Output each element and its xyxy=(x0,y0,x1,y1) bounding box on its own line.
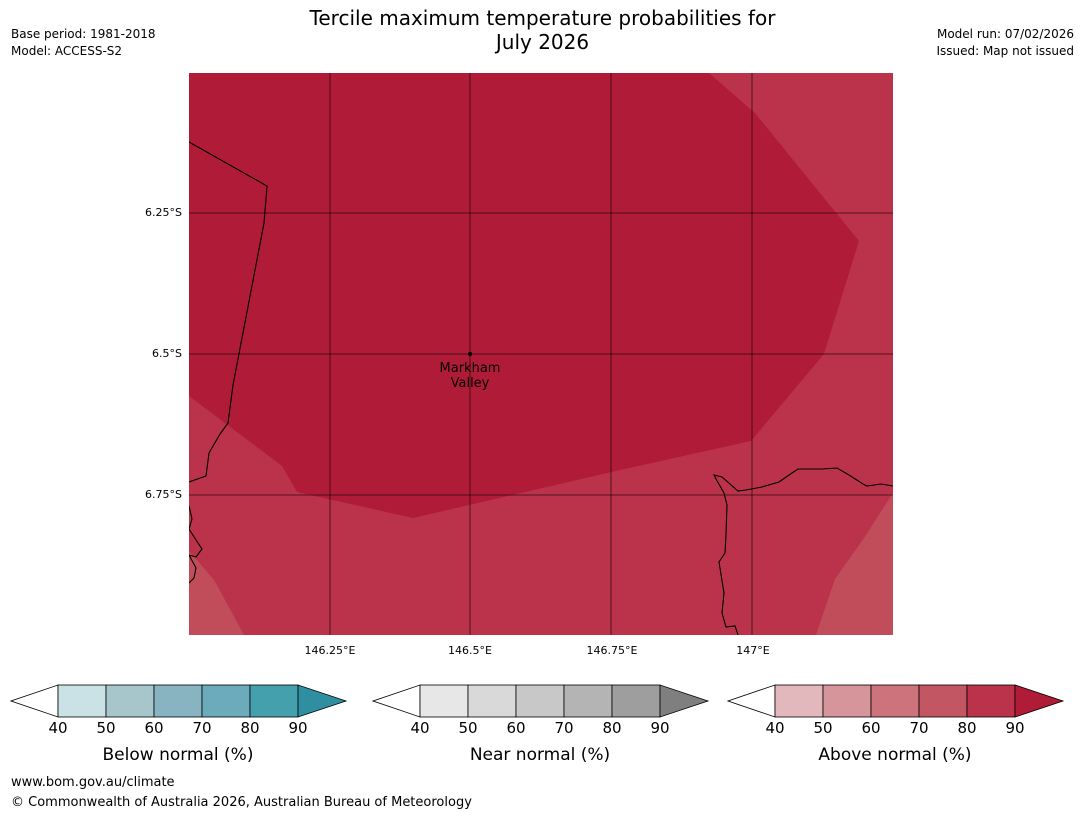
graticule xyxy=(189,73,893,635)
legend-above-title: Above normal (%) xyxy=(818,745,972,765)
legend-near-tick: 90 xyxy=(650,719,670,737)
map-title-line2: July 2026 xyxy=(495,30,590,54)
meta-right: Model run: 07/02/2026 Issued: Map not is… xyxy=(936,26,1074,60)
province-border-line xyxy=(189,141,268,483)
colorbar-segment xyxy=(105,684,155,718)
east-coastline xyxy=(712,467,893,635)
legend-near-title: Near normal (%) xyxy=(469,745,611,765)
legend-below-colorbar xyxy=(10,684,348,718)
legend-above-tick: 40 xyxy=(765,719,785,737)
legend-near-normal: 40 50 60 70 80 90 Near normal (%) xyxy=(372,684,712,774)
colorbar-segment xyxy=(774,684,824,718)
legend-below-tick: 60 xyxy=(144,719,164,737)
colorbar-segment xyxy=(249,684,299,718)
probability-band-80 xyxy=(189,73,893,635)
base-period-text: Base period: 1981-2018 xyxy=(11,27,156,41)
colorbar-high-extension xyxy=(297,684,348,718)
colorbar-high-extension xyxy=(1014,684,1065,718)
legend-near-tick: 60 xyxy=(506,719,526,737)
probability-map[interactable] xyxy=(189,73,893,635)
legend-above-tick: 90 xyxy=(1005,719,1025,737)
colorbar-segment xyxy=(870,684,920,718)
legend-below-tick: 50 xyxy=(96,719,116,737)
legend-near-colorbar xyxy=(372,684,710,718)
colorbar-low-extension xyxy=(372,684,421,718)
place-label-line1: Markham xyxy=(439,361,501,376)
legend-near-tick: 40 xyxy=(410,719,430,737)
model-text: Model: ACCESS-S2 xyxy=(11,44,123,58)
legend-above-tick: 50 xyxy=(813,719,833,737)
legend-above-normal: 40 50 60 70 80 90 Above normal (%) xyxy=(727,684,1067,774)
legend-above-tick: 60 xyxy=(861,719,881,737)
colorbar-low-extension xyxy=(10,684,59,718)
copyright-text: © Commonwealth of Australia 2026, Austra… xyxy=(11,795,472,810)
legend-below-normal: 40 50 60 70 80 90 Below normal (%) xyxy=(10,684,350,774)
colorbar-segment xyxy=(822,684,872,718)
legend-near-tick: 70 xyxy=(554,719,574,737)
colorbar-segment xyxy=(201,684,251,718)
legend-below-tick: 70 xyxy=(192,719,212,737)
colorbar-high-extension xyxy=(659,684,710,718)
colorbar-segment xyxy=(611,684,661,718)
map-canvas xyxy=(189,73,893,635)
colorbar-low-extension xyxy=(727,684,776,718)
legend-below-tick: 40 xyxy=(48,719,68,737)
colorbar-segment xyxy=(515,684,565,718)
website-link[interactable]: www.bom.gov.au/climate xyxy=(11,775,175,790)
map-title: Tercile maximum temperature probabilitie… xyxy=(0,6,1085,54)
place-label: Markham Valley xyxy=(425,361,515,391)
lon-label-147: 147°E xyxy=(736,644,770,657)
legend-near-tick: 50 xyxy=(458,719,478,737)
issued-text: Issued: Map not issued xyxy=(936,44,1074,58)
lon-label-146-5: 146.5°E xyxy=(448,644,492,657)
colorbar-segment xyxy=(918,684,968,718)
model-run-text: Model run: 07/02/2026 xyxy=(936,27,1074,41)
lat-label-6-5: 6.5°S xyxy=(152,347,182,360)
legend-near-tick: 80 xyxy=(602,719,622,737)
place-label-line2: Valley xyxy=(450,376,490,391)
lon-label-146-75: 146.75°E xyxy=(586,644,638,657)
meta-left: Base period: 1981-2018 Model: ACCESS-S2 xyxy=(11,26,156,60)
colorbar-segment xyxy=(966,684,1016,718)
colorbar-segment xyxy=(419,684,469,718)
lat-label-6-75: 6.75°S xyxy=(145,488,182,501)
colorbar-segment xyxy=(57,684,107,718)
coastline xyxy=(189,141,893,635)
location-marker[interactable] xyxy=(468,352,472,356)
lon-label-146-25: 146.25°E xyxy=(304,644,356,657)
legend-above-tick: 80 xyxy=(957,719,977,737)
legend-above-tick: 70 xyxy=(909,719,929,737)
legend-below-tick: 80 xyxy=(240,719,260,737)
lat-label-6-25: 6.25°S xyxy=(145,206,182,219)
legend-below-title: Below normal (%) xyxy=(102,745,254,765)
map-title-line1: Tercile maximum temperature probabilitie… xyxy=(309,6,776,30)
probability-band-70 xyxy=(189,493,893,635)
west-coastline xyxy=(189,505,203,584)
colorbar-segment xyxy=(563,684,613,718)
colorbar-segment xyxy=(153,684,203,718)
colorbar-segment xyxy=(467,684,517,718)
legend-below-tick: 90 xyxy=(288,719,308,737)
legend-above-colorbar xyxy=(727,684,1065,718)
